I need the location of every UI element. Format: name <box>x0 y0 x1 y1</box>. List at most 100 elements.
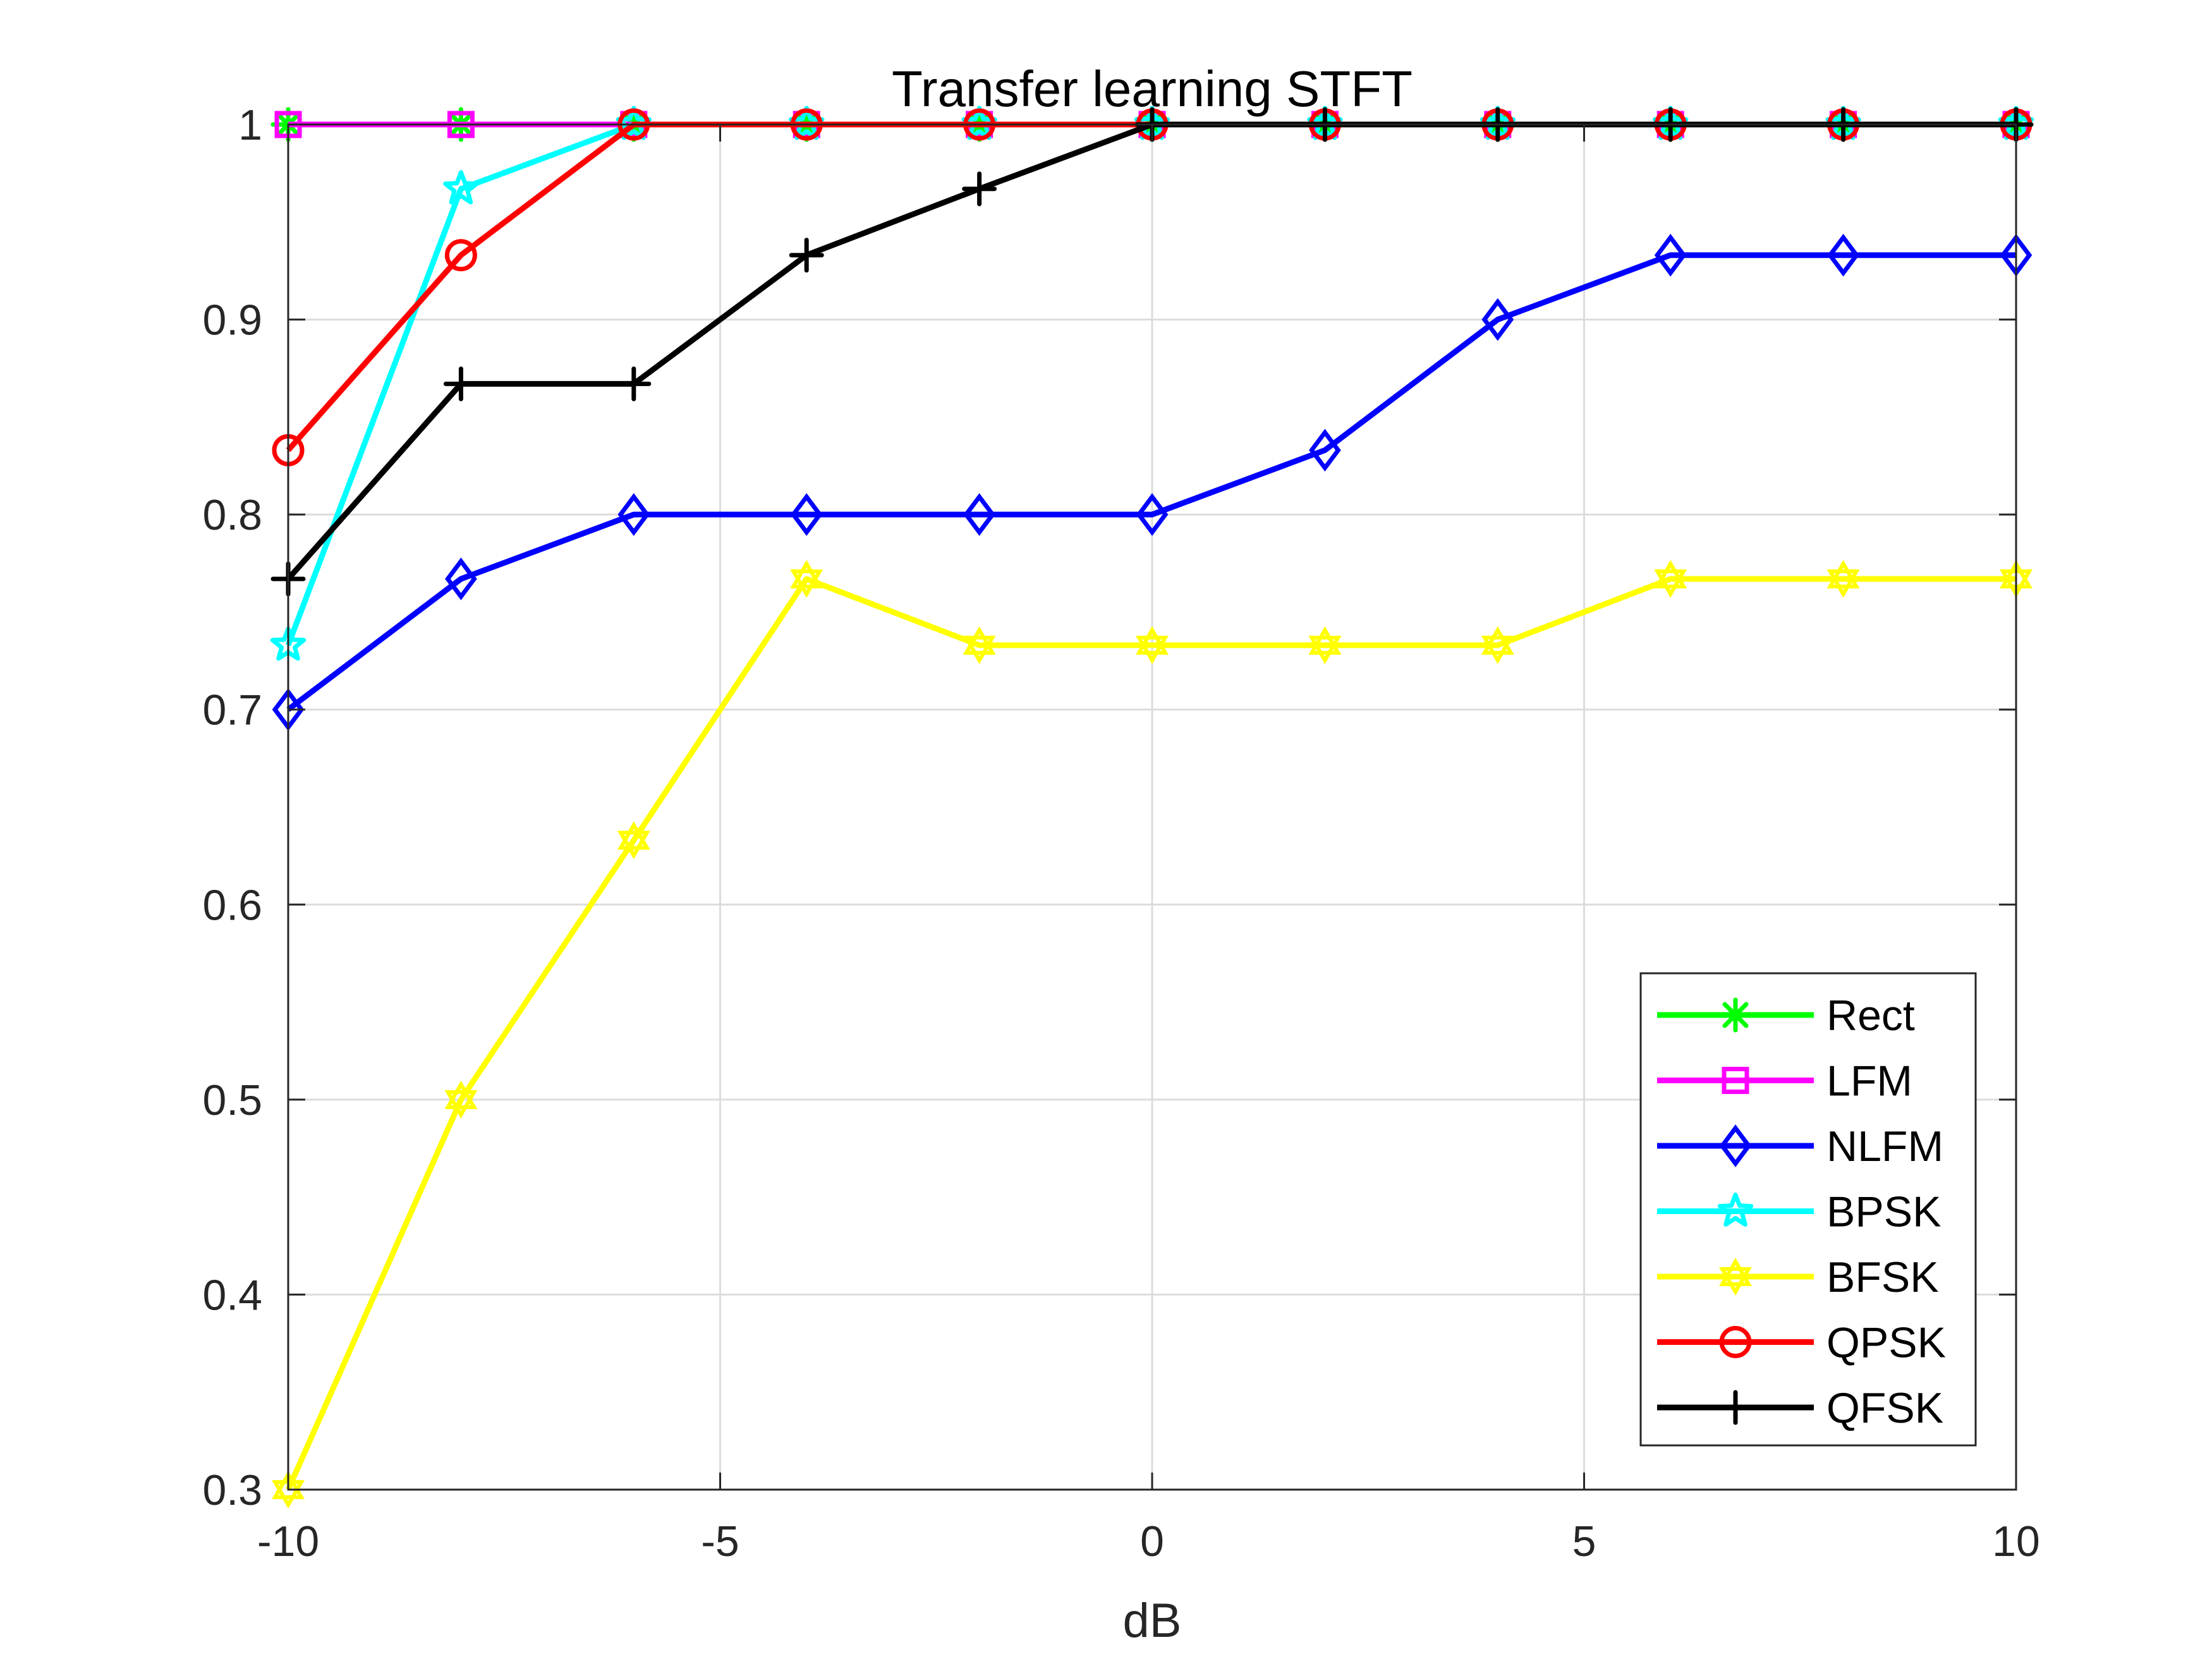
series-nlfm <box>272 233 2033 731</box>
x-tick-label: 10 <box>1992 1517 2040 1565</box>
data-point-bfsk <box>1826 560 1860 598</box>
legend-marker <box>1719 1124 1752 1167</box>
data-point-bfsk <box>1308 626 1342 664</box>
legend-marker <box>1718 1390 1753 1425</box>
marker-shape <box>1722 1067 1749 1094</box>
data-point-nlfm <box>1309 428 1341 472</box>
data-point-qfsk <box>962 171 997 207</box>
data-point-bfsk <box>444 1080 478 1119</box>
data-point-nlfm <box>1481 298 1514 341</box>
marker-shape <box>1826 569 1860 598</box>
legend-marker <box>1718 997 1753 1033</box>
data-point-nlfm <box>617 493 650 536</box>
marker-shape <box>272 1471 305 1499</box>
data-point-bfsk <box>1136 626 1169 664</box>
data-point-bfsk <box>1481 626 1514 664</box>
x-tick-label: 0 <box>1140 1517 1164 1565</box>
marker-shape <box>1719 1124 1752 1167</box>
legend-item-bfsk: BFSK <box>1657 1253 1939 1301</box>
marker-shape <box>1654 560 1687 588</box>
marker-shape <box>444 239 477 272</box>
data-point-bfsk <box>790 560 823 598</box>
chart-title: Transfer learning STFT <box>892 61 1413 117</box>
legend-label: BFSK <box>1826 1253 1939 1301</box>
legend-item-nlfm: NLFM <box>1657 1122 1943 1170</box>
marker-shape <box>1719 1267 1752 1296</box>
legend-label: BPSK <box>1826 1188 1941 1236</box>
marker-shape <box>963 626 996 655</box>
legend-label: LFM <box>1826 1057 1912 1105</box>
legend-item-rect: Rect <box>1657 992 1915 1040</box>
marker-shape <box>1481 626 1514 655</box>
marker-shape <box>1308 635 1342 664</box>
legend-item-lfm: LFM <box>1657 1057 1912 1105</box>
y-tick-label: 0.3 <box>202 1466 262 1514</box>
marker-shape <box>1136 635 1169 664</box>
legend-label: QPSK <box>1826 1319 1946 1367</box>
marker-shape <box>1826 560 1860 588</box>
marker-shape <box>1481 635 1514 664</box>
series-line-nlfm <box>286 252 2016 712</box>
data-point-nlfm <box>1827 233 1859 277</box>
data-point-nlfm <box>963 493 995 536</box>
x-tick-label: -10 <box>257 1517 319 1565</box>
x-tick-label: 5 <box>1572 1517 1596 1565</box>
marker-shape <box>444 1080 478 1109</box>
series-line-bfsk <box>285 576 2016 1491</box>
marker-shape <box>444 1090 478 1119</box>
legend-marker <box>1717 1193 1754 1227</box>
data-point-bfsk <box>963 626 996 664</box>
marker-shape <box>1309 428 1341 472</box>
marker-shape <box>1481 298 1514 341</box>
marker-shape <box>1827 233 1859 277</box>
marker-shape <box>963 635 996 664</box>
marker-shape <box>1719 1258 1752 1286</box>
data-point-nlfm <box>445 557 477 600</box>
marker-shape <box>1717 1193 1754 1227</box>
legend-marker <box>1719 1258 1752 1296</box>
data-point-nlfm <box>1136 493 1169 536</box>
y-tick-label: 0.4 <box>202 1271 262 1319</box>
data-point-nlfm <box>1654 233 1687 277</box>
marker-shape <box>617 821 650 850</box>
data-point-bfsk <box>1654 560 1687 598</box>
legend: Rect LFM NLFM BPSK BFSK QPSK QFSK <box>1639 972 1977 1447</box>
data-point-qfsk <box>616 366 652 401</box>
marker-shape <box>790 569 823 598</box>
marker-shape <box>1719 1326 1752 1358</box>
marker-shape <box>1654 569 1687 598</box>
legend-label: QFSK <box>1826 1384 1943 1432</box>
marker-shape <box>1308 626 1342 655</box>
legend-item-qfsk: QFSK <box>1657 1384 1943 1432</box>
y-tick-label: 0.8 <box>202 491 262 539</box>
legend-label: NLFM <box>1826 1122 1943 1170</box>
marker-shape <box>790 493 823 536</box>
y-tick-label: 0.5 <box>202 1076 262 1124</box>
marker-shape <box>443 170 479 205</box>
legend-item-qpsk: QPSK <box>1657 1319 1946 1367</box>
y-tick-label: 0.9 <box>202 296 262 344</box>
data-point-qfsk <box>789 238 824 273</box>
legend-item-bpsk: BPSK <box>1657 1188 1941 1236</box>
y-tick-label: 0.6 <box>202 881 262 929</box>
marker-shape <box>617 830 650 860</box>
marker-shape <box>1136 493 1169 536</box>
series-bfsk <box>272 560 2033 1509</box>
ticks: -10 -5 0 5 10 0.3 0.4 0.5 0.6 0.7 0.8 0.9 1 <box>202 101 2039 1565</box>
marker-shape <box>1654 233 1687 277</box>
x-tick-label: -5 <box>701 1517 739 1565</box>
marker-shape <box>790 560 823 588</box>
data-point-bpsk <box>443 170 479 205</box>
marker-shape <box>963 493 995 536</box>
marker-shape <box>617 493 650 536</box>
legend-label: Rect <box>1826 992 1915 1040</box>
marker-shape <box>445 557 477 600</box>
data-point-bfsk <box>617 821 650 860</box>
marker-stroke <box>1722 1002 1749 1028</box>
y-tick-label: 1 <box>238 101 262 149</box>
data-point-qpsk <box>444 239 477 272</box>
data-point-nlfm <box>790 493 823 536</box>
marker-shape <box>1136 626 1169 655</box>
y-tick-label: 0.7 <box>202 686 262 734</box>
